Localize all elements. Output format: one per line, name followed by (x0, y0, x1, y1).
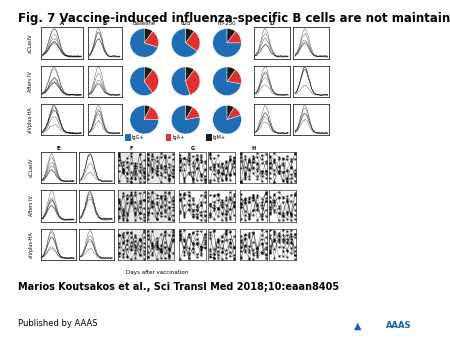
Text: aCLasIV: aCLasIV (29, 158, 34, 177)
Wedge shape (186, 28, 194, 43)
Bar (206, 135, 211, 141)
Text: Baseline: Baseline (133, 21, 156, 26)
Wedge shape (186, 107, 200, 120)
Text: A: A (60, 22, 64, 26)
Bar (125, 135, 130, 141)
Text: Medicine: Medicine (368, 307, 410, 316)
Text: d28: d28 (180, 21, 191, 26)
Text: Fig. 7 Vaccine-induced influenza-specific B cells are not maintained in peripher: Fig. 7 Vaccine-induced influenza-specifi… (18, 12, 450, 25)
Wedge shape (213, 28, 241, 57)
Text: IgG+: IgG+ (132, 135, 144, 140)
Wedge shape (227, 107, 241, 120)
Wedge shape (186, 31, 200, 51)
Text: F: F (130, 146, 133, 151)
Text: H: H (251, 146, 256, 151)
Text: G: G (191, 146, 194, 151)
Text: aCLasIV: aCLasIV (28, 33, 33, 53)
Text: Afters IV: Afters IV (29, 196, 34, 216)
Wedge shape (227, 28, 235, 43)
Text: aIVplus-HA: aIVplus-HA (29, 231, 34, 258)
Wedge shape (186, 70, 200, 95)
Wedge shape (144, 28, 153, 43)
Text: IgM+: IgM+ (213, 135, 226, 140)
Wedge shape (227, 105, 234, 120)
Text: IgA+: IgA+ (172, 135, 184, 140)
Text: Marios Koutsakos et al., Sci Transl Med 2018;10:eaan8405: Marios Koutsakos et al., Sci Transl Med … (18, 282, 339, 292)
Wedge shape (130, 67, 153, 96)
Text: h>250: h>250 (218, 21, 236, 26)
Wedge shape (144, 107, 158, 120)
Wedge shape (171, 105, 200, 134)
Wedge shape (227, 67, 235, 81)
Wedge shape (213, 105, 241, 134)
Text: AAAS: AAAS (387, 321, 412, 330)
Bar (166, 135, 171, 141)
Wedge shape (171, 67, 190, 96)
Wedge shape (186, 67, 194, 81)
Wedge shape (227, 31, 241, 43)
Text: B: B (103, 22, 107, 26)
Wedge shape (144, 67, 153, 81)
Wedge shape (144, 70, 158, 93)
Wedge shape (171, 28, 197, 57)
Text: Afters IV: Afters IV (28, 71, 33, 92)
Text: Science: Science (377, 284, 401, 289)
Text: aIVplus-HA: aIVplus-HA (28, 106, 33, 133)
Wedge shape (213, 67, 241, 96)
Text: ▲: ▲ (354, 320, 361, 330)
Text: Days after vaccination: Days after vaccination (126, 270, 189, 275)
Text: D: D (270, 22, 274, 26)
Wedge shape (130, 105, 158, 134)
Wedge shape (144, 31, 158, 47)
Text: Published by AAAS: Published by AAAS (18, 319, 98, 329)
Text: Translational: Translational (358, 294, 420, 304)
Wedge shape (130, 28, 158, 57)
Text: E: E (56, 146, 60, 151)
Wedge shape (227, 70, 241, 84)
Wedge shape (144, 105, 150, 120)
Wedge shape (186, 105, 193, 120)
